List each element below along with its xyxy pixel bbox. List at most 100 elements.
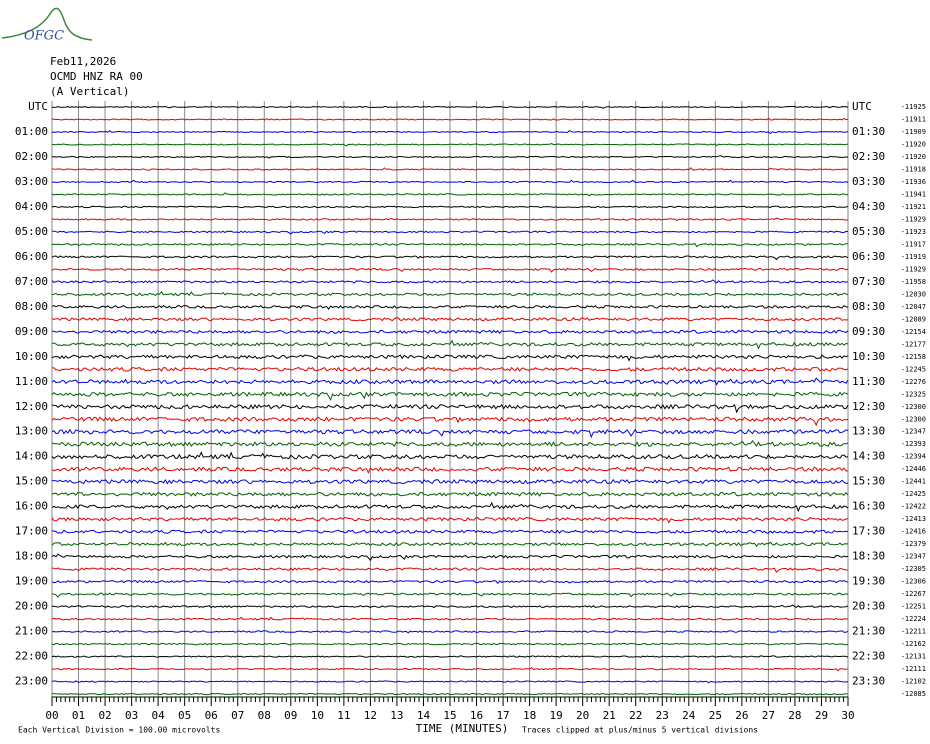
trace: [51, 217, 849, 222]
right-time-label: 22:30: [852, 650, 885, 663]
trace: [51, 242, 849, 248]
right-time-label: 20:30: [852, 600, 885, 613]
trace: [51, 192, 849, 197]
right-time-label: 16:30: [852, 500, 885, 513]
left-time-label: 04:00: [15, 200, 48, 213]
trace: [51, 642, 849, 646]
x-tick-label: 25: [709, 709, 722, 722]
trace: [51, 354, 849, 362]
x-tick-label: 12: [364, 709, 377, 722]
row-offset: -12306: [901, 578, 926, 586]
logo-curve: [1, 7, 93, 41]
row-offset: -12325: [901, 390, 926, 398]
row-offset: -12177: [901, 340, 926, 348]
trace: [51, 567, 849, 574]
row-offset: -12162: [901, 640, 926, 648]
row-offset: -11918: [901, 165, 926, 173]
trace: [51, 317, 849, 322]
right-time-label: 19:30: [852, 575, 885, 588]
x-tick-label: 11: [337, 709, 350, 722]
trace: [51, 267, 849, 273]
left-time-label: 15:00: [15, 475, 48, 488]
logo: OFGC: [24, 29, 64, 44]
x-tick-label: 09: [284, 709, 297, 722]
x-tick-label: 14: [417, 709, 431, 722]
trace: [51, 451, 849, 460]
x-tick-label: 16: [470, 709, 483, 722]
x-tick-label: 22: [629, 709, 642, 722]
row-offset: -12089: [901, 315, 926, 323]
trace: [51, 230, 849, 235]
left-time-label: 22:00: [15, 650, 48, 663]
left-time-label: 05:00: [15, 225, 48, 238]
right-time-label: 14:30: [852, 450, 885, 463]
row-offset: -12102: [901, 678, 926, 686]
left-time-label: 23:00: [15, 675, 48, 688]
scale-note: Each Vertical Division = 100.00 microvol…: [18, 726, 220, 735]
row-offset: -12347: [901, 428, 926, 436]
trace: [51, 304, 849, 310]
right-time-label: 04:30: [852, 200, 885, 213]
right-time-label: 08:30: [852, 300, 885, 313]
trace: [51, 142, 849, 147]
title-line: (A Vertical): [50, 85, 129, 98]
left-time-label: 02:00: [15, 150, 48, 163]
x-tick-label: 07: [231, 709, 244, 722]
left-time-label: 19:00: [15, 575, 48, 588]
right-time-label: 21:30: [852, 625, 885, 638]
row-offset: -12441: [901, 478, 926, 486]
row-offset: -12379: [901, 540, 926, 548]
x-tick-label: 04: [152, 709, 166, 722]
left-time-label: 09:00: [15, 325, 48, 338]
row-offset: -11919: [901, 253, 926, 261]
x-tick-label: 18: [523, 709, 536, 722]
left-time-label: 13:00: [15, 425, 48, 438]
trace: [51, 466, 849, 474]
trace: [51, 117, 849, 121]
row-offset: -11936: [901, 178, 926, 186]
row-offset: -11921: [901, 203, 926, 211]
row-offset: -11911: [901, 115, 926, 123]
row-offset: -12131: [901, 653, 926, 661]
x-tick-label: 20: [576, 709, 589, 722]
trace: [51, 604, 849, 609]
row-offset: -12393: [901, 440, 926, 448]
left-time-label: 06:00: [15, 250, 48, 263]
left-time-label: 14:00: [15, 450, 48, 463]
row-offset: -11929: [901, 215, 926, 223]
row-offset: -12446: [901, 465, 926, 473]
x-tick-label: 08: [258, 709, 271, 722]
trace: [51, 403, 849, 414]
x-axis-label: TIME (MINUTES): [416, 722, 509, 735]
trace: [51, 105, 849, 109]
x-tick-label: 06: [205, 709, 218, 722]
row-offset: -12211: [901, 628, 926, 636]
left-time-label: 01:00: [15, 125, 48, 138]
right-time-label: 23:30: [852, 675, 885, 688]
x-tick-label: 28: [788, 709, 801, 722]
right-time-label: 17:30: [852, 525, 885, 538]
right-time-label: 09:30: [852, 325, 885, 338]
right-time-label: 13:30: [852, 425, 885, 438]
trace: [51, 279, 849, 284]
title-line: Feb11,2026: [50, 55, 116, 68]
row-offset: -12422: [901, 503, 926, 511]
trace: [51, 416, 849, 427]
x-tick-label: 01: [72, 709, 85, 722]
row-offset: -11958: [901, 278, 926, 286]
trace: [51, 255, 849, 261]
left-time-label: 12:00: [15, 400, 48, 413]
row-offset: -11917: [901, 240, 926, 248]
left-time-label: 16:00: [15, 500, 48, 513]
trace: [51, 155, 849, 159]
x-tick-label: 27: [762, 709, 775, 722]
trace: [51, 692, 849, 696]
row-offset: -12276: [901, 378, 926, 386]
trace: [51, 541, 849, 548]
trace: [51, 616, 848, 621]
x-tick-label: 26: [735, 709, 748, 722]
row-offset: -12425: [901, 490, 926, 498]
right-time-label: 02:30: [852, 150, 885, 163]
